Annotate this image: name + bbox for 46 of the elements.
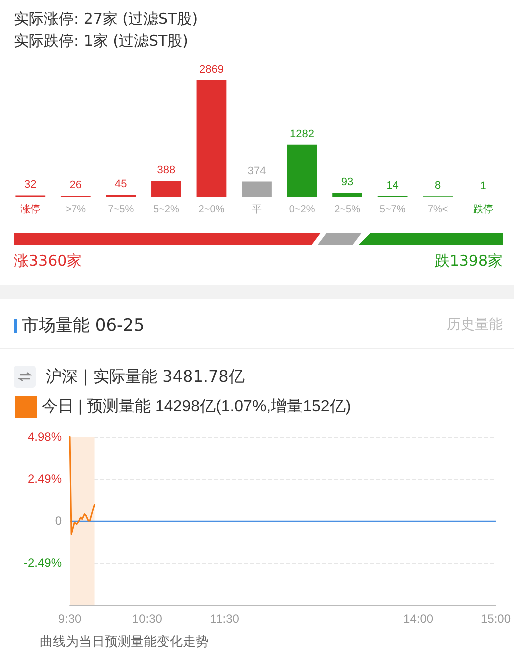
x-tick-label: 2~0% bbox=[198, 204, 225, 216]
x-tick-label: 7%< bbox=[428, 204, 448, 216]
x-tick-label: 14:00 bbox=[404, 612, 434, 626]
text: 实际跌停: 1家 (过滤ST股) bbox=[14, 32, 189, 51]
chart-title: 市场量能 06-25 bbox=[22, 315, 145, 337]
x-tick-label: 10:30 bbox=[132, 612, 163, 626]
data-label: 1282 bbox=[290, 128, 315, 140]
legend-label: 今日 | 预测量能 14298亿(1.07%,增量152亿) bbox=[42, 398, 352, 416]
x-tick-label: 5~7% bbox=[380, 204, 406, 216]
data-label: 374 bbox=[248, 165, 266, 178]
data-label: 32 bbox=[24, 179, 37, 192]
bar bbox=[152, 181, 182, 197]
text: 涨3360家 bbox=[14, 252, 82, 271]
y-tick-label: -2.49% bbox=[24, 556, 62, 570]
x-tick-label: 7~5% bbox=[108, 204, 134, 216]
bar bbox=[242, 182, 272, 197]
text: 实际涨停: 27家 (过滤ST股) bbox=[14, 10, 198, 29]
data-label: 45 bbox=[115, 178, 128, 191]
data-label: 26 bbox=[70, 179, 82, 192]
x-tick-label: 9:30 bbox=[58, 612, 82, 626]
text: 跌1398家 bbox=[434, 252, 503, 271]
text: 曲线为当日预测量能变化走势 bbox=[40, 634, 209, 651]
bar bbox=[287, 144, 318, 197]
y-tick-label: 4.98% bbox=[28, 430, 62, 444]
bar bbox=[196, 80, 227, 197]
x-tick-label: 平 bbox=[252, 204, 262, 216]
text: 历史量能 bbox=[447, 316, 503, 334]
x-tick-label: 跌停 bbox=[473, 204, 494, 216]
x-tick-label: 2~5% bbox=[334, 204, 361, 216]
x-tick-label: 5~2% bbox=[154, 204, 180, 216]
text: 沪深 | 实际量能 3481.78亿 bbox=[46, 367, 245, 388]
x-tick-label: 涨停 bbox=[20, 204, 41, 216]
data-label: 1 bbox=[480, 180, 486, 192]
data-label: 388 bbox=[157, 164, 176, 177]
x-tick-label: 0~2% bbox=[289, 204, 316, 216]
bar bbox=[332, 193, 362, 197]
data-label: 93 bbox=[341, 176, 354, 189]
x-tick-label: 15:00 bbox=[480, 612, 512, 626]
data-label: 14 bbox=[386, 180, 399, 192]
x-tick-label: 11:30 bbox=[210, 612, 240, 626]
data-label: 2869 bbox=[199, 64, 224, 76]
data-label: 8 bbox=[435, 180, 442, 192]
x-tick-label: >7% bbox=[66, 204, 86, 216]
y-tick-label: 0 bbox=[55, 514, 62, 528]
line-series bbox=[69, 436, 96, 536]
y-tick-label: 2.49% bbox=[28, 472, 62, 486]
